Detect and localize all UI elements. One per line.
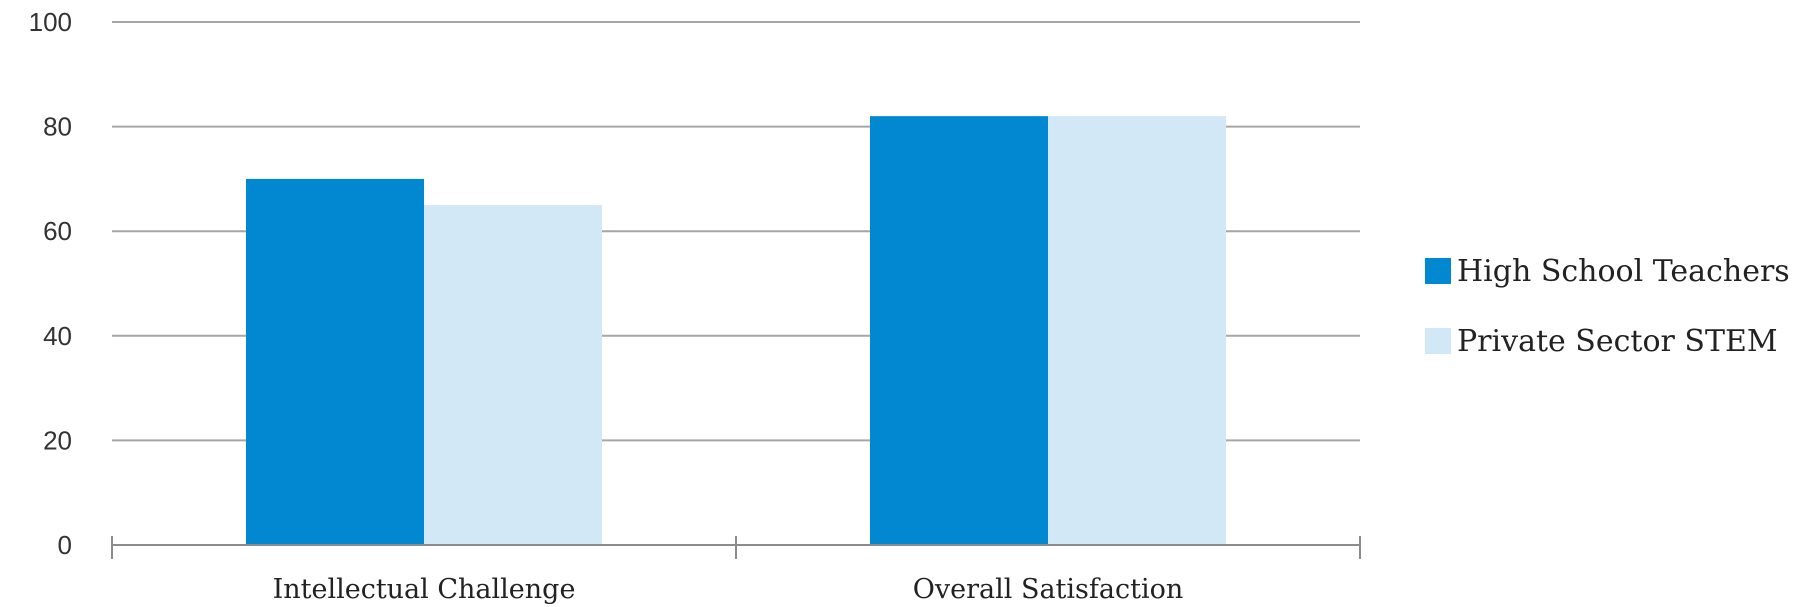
x-axis bbox=[111, 536, 1361, 559]
x-category-label: Intellectual Challenge bbox=[273, 574, 576, 605]
y-axis-tick-labels: 0 20 40 60 80 100 bbox=[29, 7, 72, 560]
y-tick-label: 60 bbox=[43, 216, 72, 246]
legend-swatch bbox=[1425, 328, 1451, 354]
legend-label: High School Teachers bbox=[1457, 254, 1790, 289]
bar bbox=[246, 178, 424, 545]
y-tick-label: 80 bbox=[43, 112, 72, 142]
x-axis-category-labels: Intellectual Challenge Overall Satisfacti… bbox=[273, 574, 1184, 605]
x-category-label: Overall Satisfaction bbox=[913, 574, 1184, 605]
y-tick-label: 0 bbox=[58, 530, 72, 560]
y-tick-label: 20 bbox=[43, 425, 72, 455]
bars bbox=[246, 116, 1226, 546]
legend-label: Private Sector STEM bbox=[1457, 324, 1778, 359]
y-tick-label: 100 bbox=[29, 7, 72, 37]
legend: High School Teachers Private Sector STEM bbox=[1425, 254, 1790, 359]
legend-swatch bbox=[1425, 258, 1451, 284]
bar bbox=[424, 205, 602, 546]
bar bbox=[870, 116, 1048, 545]
bar bbox=[1048, 116, 1226, 545]
y-tick-label: 40 bbox=[43, 321, 72, 351]
